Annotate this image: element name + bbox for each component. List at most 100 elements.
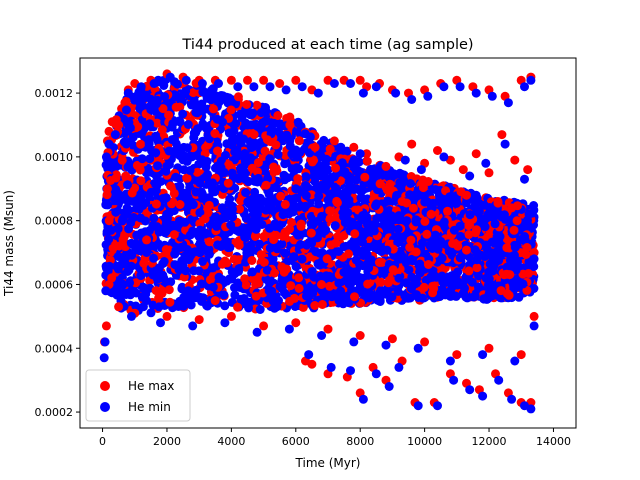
he-min-point-64 [284, 324, 294, 334]
band-point [493, 198, 503, 208]
band-point [406, 235, 416, 245]
band-point [103, 164, 113, 174]
x-tick-label-4: 8000 [346, 435, 374, 448]
band-point [219, 290, 229, 300]
band-point [162, 161, 172, 171]
he-min-point-68 [413, 343, 423, 353]
he-min-point-72 [529, 321, 539, 331]
band-point [132, 203, 142, 213]
he-max-point-14 [243, 75, 252, 85]
band-point [151, 99, 161, 109]
band-point [464, 266, 474, 276]
band-point [121, 96, 131, 106]
legend-label-he-max: He max [128, 379, 174, 393]
band-point [192, 108, 202, 118]
band-point [202, 156, 212, 166]
band-point [376, 277, 386, 287]
band-point [470, 245, 480, 255]
band-point [490, 219, 500, 229]
band-point [292, 152, 302, 162]
band-point [423, 260, 433, 269]
band-point [125, 278, 135, 288]
band-point [336, 286, 345, 296]
band-point [254, 278, 263, 288]
band-point [175, 216, 184, 226]
band-point [221, 213, 231, 223]
band-point [323, 195, 333, 205]
band-point [448, 239, 458, 248]
band-point [175, 116, 185, 126]
he-min-point-34 [355, 149, 365, 159]
he-max-point-82 [452, 350, 462, 360]
he-max-point-81 [420, 337, 430, 347]
band-point [428, 281, 438, 291]
band-point [168, 220, 178, 230]
band-point [106, 176, 116, 185]
band-point [227, 267, 237, 277]
band-point [431, 185, 440, 195]
band-point [347, 269, 357, 279]
band-point [256, 250, 266, 260]
band-point [447, 250, 457, 260]
band-point [300, 201, 310, 211]
band-point [362, 156, 372, 166]
band-point [208, 178, 218, 188]
band-point [278, 210, 288, 220]
band-point [268, 296, 278, 306]
band-point [106, 225, 116, 235]
band-point [150, 178, 159, 188]
band-point [121, 173, 131, 183]
he-min-point-43 [304, 350, 314, 360]
band-point [294, 136, 304, 146]
band-point [251, 224, 261, 234]
band-point [330, 221, 340, 231]
band-point [178, 109, 188, 119]
he-min-point-26 [455, 82, 465, 92]
band-point [350, 229, 360, 239]
band-point [449, 270, 459, 280]
band-point [358, 211, 368, 220]
band-point [522, 285, 532, 295]
band-point [182, 173, 192, 183]
he-max-point-79 [355, 331, 365, 340]
chart-title: Ti44 produced at each time (ag sample) [181, 37, 473, 53]
band-point [472, 225, 481, 235]
band-point [280, 175, 290, 185]
band-point [241, 168, 251, 178]
band-point [142, 248, 152, 257]
band-point [289, 252, 299, 262]
legend-marker-he-max [100, 381, 110, 391]
band-point [136, 139, 146, 149]
he-max-point-78 [323, 324, 333, 334]
band-point [396, 253, 406, 263]
band-point [290, 293, 299, 303]
band-point [175, 200, 185, 209]
he-min-point-14 [265, 82, 275, 92]
he-max-point-77 [291, 318, 301, 328]
band-point [301, 191, 311, 201]
band-point [234, 255, 243, 265]
band-point [161, 220, 171, 230]
he-min-point-12 [233, 82, 243, 92]
band-point [462, 198, 471, 208]
x-tick-label-2: 4000 [217, 435, 245, 448]
he-min-point-52 [449, 375, 459, 385]
band-point [188, 88, 198, 98]
he-max-point-87 [102, 184, 112, 194]
band-point [149, 213, 159, 223]
band-point [394, 273, 404, 283]
band-point [153, 161, 163, 171]
y-axis-label: Ti44 mass (Msun) [2, 190, 16, 297]
he-min-point-30 [520, 82, 529, 92]
he-min-point-21 [371, 82, 381, 92]
band-point [271, 183, 281, 193]
band-point [333, 231, 343, 241]
band-point [224, 160, 234, 170]
band-point [241, 188, 251, 198]
band-point [214, 272, 224, 282]
band-point [247, 163, 257, 173]
band-point [372, 214, 382, 223]
band-point [268, 118, 278, 128]
band-point [209, 104, 218, 114]
